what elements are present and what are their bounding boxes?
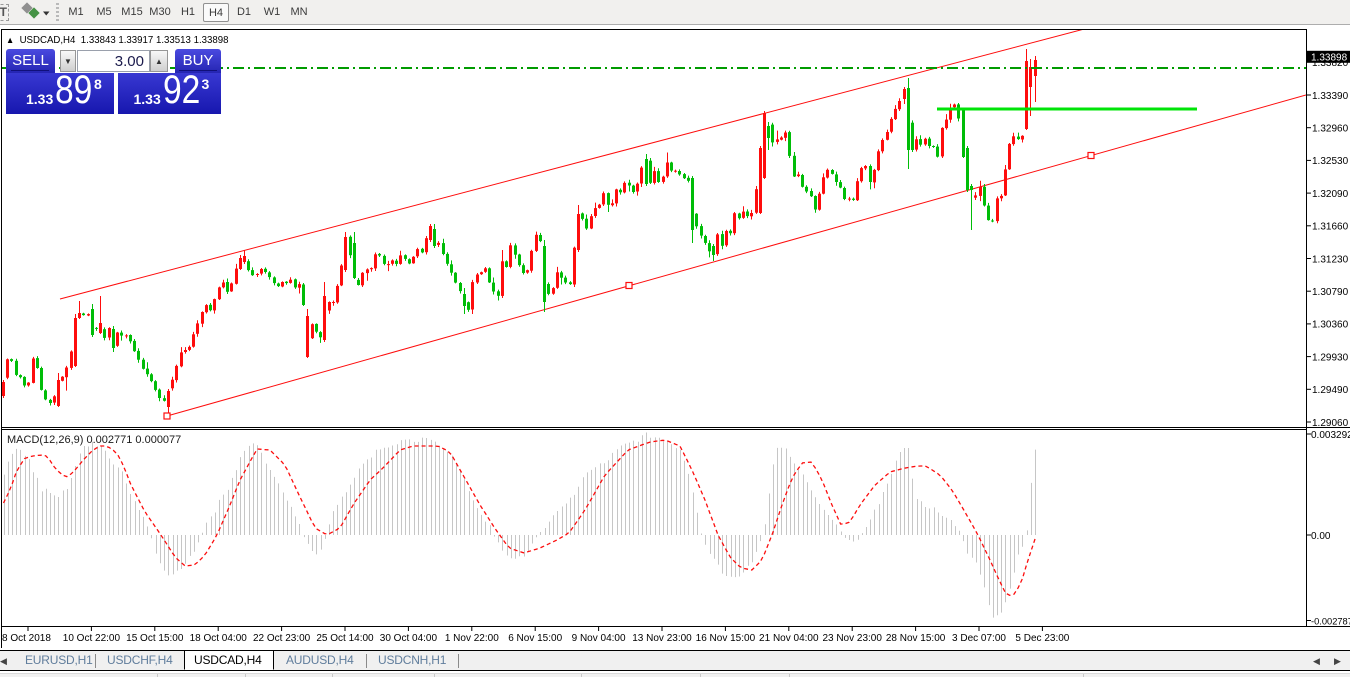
svg-text:13 Nov 23:00: 13 Nov 23:00 xyxy=(632,633,692,644)
svg-text:1.32960: 1.32960 xyxy=(1312,124,1349,135)
svg-text:1.31230: 1.31230 xyxy=(1312,254,1349,265)
svg-text:1.33898: 1.33898 xyxy=(1311,53,1348,64)
svg-text:0.00: 0.00 xyxy=(1311,531,1331,542)
svg-text:30 Oct 04:00: 30 Oct 04:00 xyxy=(380,633,438,644)
svg-text:-0.002787: -0.002787 xyxy=(1311,616,1350,626)
svg-text:1.30790: 1.30790 xyxy=(1312,287,1349,298)
svg-text:16 Nov 15:00: 16 Nov 15:00 xyxy=(696,633,756,644)
svg-text:1.32530: 1.32530 xyxy=(1312,156,1349,167)
svg-text:6 Nov 15:00: 6 Nov 15:00 xyxy=(508,633,562,644)
svg-text:1.29490: 1.29490 xyxy=(1312,385,1349,396)
svg-text:22 Oct 23:00: 22 Oct 23:00 xyxy=(253,633,311,644)
svg-text:10 Oct 22:00: 10 Oct 22:00 xyxy=(63,633,121,644)
svg-text:MACD(12,26,9) 0.002771 0.00007: MACD(12,26,9) 0.002771 0.000077 xyxy=(7,434,181,446)
svg-text:15 Oct 15:00: 15 Oct 15:00 xyxy=(126,633,184,644)
svg-text:0.003292: 0.003292 xyxy=(1311,430,1350,441)
svg-text:9 Nov 04:00: 9 Nov 04:00 xyxy=(572,633,626,644)
svg-text:1.29060: 1.29060 xyxy=(1312,418,1349,429)
svg-text:1.30360: 1.30360 xyxy=(1312,320,1349,331)
svg-text:1 Nov 22:00: 1 Nov 22:00 xyxy=(445,633,499,644)
svg-text:1.31660: 1.31660 xyxy=(1312,222,1349,233)
svg-text:1.29930: 1.29930 xyxy=(1312,352,1349,363)
svg-text:5 Dec 23:00: 5 Dec 23:00 xyxy=(1015,633,1069,644)
svg-text:1.33820: 1.33820 xyxy=(1312,58,1349,69)
svg-text:1.33390: 1.33390 xyxy=(1312,91,1349,102)
svg-text:25 Oct 14:00: 25 Oct 14:00 xyxy=(316,633,374,644)
svg-text:8 Oct 2018: 8 Oct 2018 xyxy=(2,633,51,644)
svg-text:1.32090: 1.32090 xyxy=(1312,189,1349,200)
svg-text:28 Nov 15:00: 28 Nov 15:00 xyxy=(886,633,946,644)
svg-text:23 Nov 23:00: 23 Nov 23:00 xyxy=(822,633,882,644)
svg-text:3 Dec 07:00: 3 Dec 07:00 xyxy=(952,633,1006,644)
svg-text:18 Oct 04:00: 18 Oct 04:00 xyxy=(190,633,248,644)
svg-text:21 Nov 04:00: 21 Nov 04:00 xyxy=(759,633,819,644)
